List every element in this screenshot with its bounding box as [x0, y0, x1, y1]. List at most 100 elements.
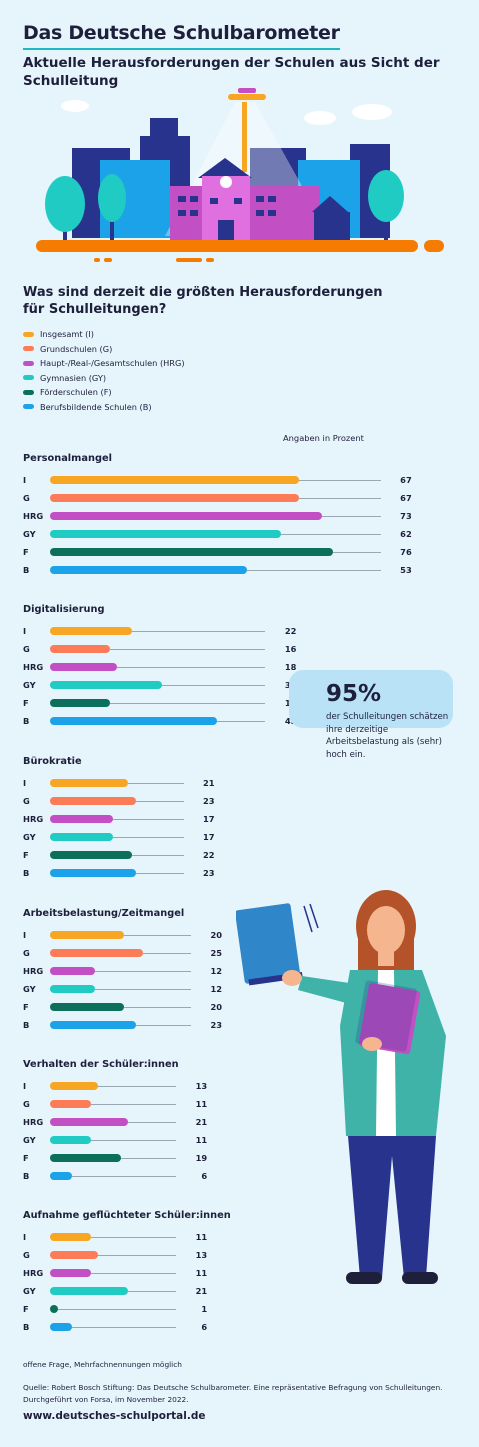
value-label: 22: [203, 850, 215, 860]
bar-track: [124, 935, 191, 936]
category-label: B: [23, 1322, 30, 1332]
category-label: HRG: [23, 1117, 44, 1127]
value-label: 11: [195, 1135, 208, 1145]
bar: [50, 833, 114, 841]
bar-track: [299, 498, 381, 499]
value-label: 25: [210, 948, 222, 958]
bar: [50, 663, 117, 671]
category-label: GY: [23, 1135, 36, 1145]
bar: [50, 949, 143, 957]
category-label: G: [23, 796, 30, 806]
bar: [50, 717, 218, 725]
unit-note: Angaben in Prozent: [283, 433, 364, 443]
bar-track: [321, 516, 381, 517]
value-label: 17: [203, 832, 215, 842]
category-label: F: [23, 1153, 29, 1163]
legend-label: Gymnasien (GY): [40, 372, 107, 383]
category-label: F: [23, 1002, 29, 1012]
page-title: Das Deutsche Schulbarometer: [23, 22, 340, 50]
bar: [50, 645, 110, 653]
bar: [50, 1118, 129, 1126]
value-label: 20: [210, 930, 222, 940]
legend-swatch: [23, 404, 34, 410]
value-label: 13: [195, 1250, 208, 1260]
bar: [50, 1323, 73, 1331]
value-label: 23: [210, 1020, 222, 1030]
value-label: 11: [195, 1232, 208, 1242]
bar: [50, 1251, 99, 1259]
category-label: I: [23, 1232, 27, 1242]
legend-swatch: [23, 375, 34, 381]
bar: [50, 1136, 91, 1144]
bar: [50, 1082, 99, 1090]
category-label: GY: [23, 680, 36, 690]
legend-item-foerderschulen: Förderschulen (F): [23, 385, 185, 399]
survey-question: Was sind derzeit die größten Herausforde…: [23, 285, 383, 317]
category-label: B: [23, 716, 30, 726]
value-label: 12: [210, 984, 222, 994]
category-label: I: [23, 930, 27, 940]
bar-track: [72, 1327, 177, 1328]
bar-track: [90, 1104, 177, 1105]
category-label: HRG: [23, 511, 44, 521]
bar-track: [90, 1140, 177, 1141]
bar-track: [72, 1176, 177, 1177]
category-label: F: [23, 698, 29, 708]
value-label: 23: [203, 796, 215, 806]
legend-swatch: [23, 331, 34, 337]
category-label: HRG: [23, 1268, 44, 1278]
bar: [50, 1269, 91, 1277]
bar-track: [131, 631, 266, 632]
chart-title: Bürokratie: [23, 756, 82, 767]
bar: [50, 1287, 129, 1295]
bar: [50, 1305, 58, 1313]
value-label: 18: [284, 662, 297, 672]
value-label: 21: [195, 1286, 208, 1296]
bar: [50, 985, 95, 993]
bar-track: [116, 667, 266, 668]
callout-value: 95%: [326, 681, 382, 707]
bar-track: [90, 1273, 177, 1274]
bar-track: [109, 649, 266, 650]
value-label: 20: [210, 1002, 222, 1012]
bar: [50, 967, 95, 975]
bar-track: [280, 534, 381, 535]
legend-item-grundschulen: Grundschulen (G): [23, 342, 185, 356]
legend-item-insgesamt: Insgesamt (I): [23, 327, 185, 341]
value-label: 12: [210, 966, 222, 976]
value-label: 67: [400, 493, 412, 503]
category-label: GY: [23, 984, 36, 994]
category-label: G: [23, 493, 30, 503]
bar: [50, 1003, 125, 1011]
callout-text: der Schulleitungen schätzen ihre derzeit…: [326, 712, 449, 760]
category-label: G: [23, 948, 30, 958]
chart-title: Aufnahme geflüchteter Schüler:innen: [23, 1210, 231, 1221]
legend: Insgesamt (I) Grundschulen (G) Haupt-/Re…: [23, 327, 185, 415]
website-link[interactable]: www.deutsches-schulportal.de: [23, 1410, 206, 1422]
value-label: 67: [400, 475, 412, 485]
chart-title: Arbeitsbelastung/Zeitmangel: [23, 908, 185, 919]
category-label: I: [23, 626, 27, 636]
category-label: B: [23, 868, 30, 878]
category-label: I: [23, 778, 27, 788]
value-label: 22: [284, 626, 297, 636]
value-label: 13: [195, 1081, 208, 1091]
bar-track: [135, 1025, 191, 1026]
bar: [50, 699, 110, 707]
bar-track: [135, 873, 184, 874]
value-label: 53: [400, 565, 412, 575]
bar: [50, 1021, 136, 1029]
bar: [50, 851, 132, 859]
bar-track: [98, 1086, 177, 1087]
category-label: GY: [23, 1286, 36, 1296]
bar: [50, 627, 132, 635]
category-label: B: [23, 1020, 30, 1030]
value-label: 62: [400, 529, 412, 539]
legend-item-hrg: Haupt-/Real-/Gesamtschulen (HRG): [23, 356, 185, 370]
teacher-illustration: [236, 890, 446, 1284]
category-label: GY: [23, 832, 36, 842]
category-label: B: [23, 565, 30, 575]
category-label: G: [23, 644, 30, 654]
value-label: 1: [201, 1304, 208, 1314]
